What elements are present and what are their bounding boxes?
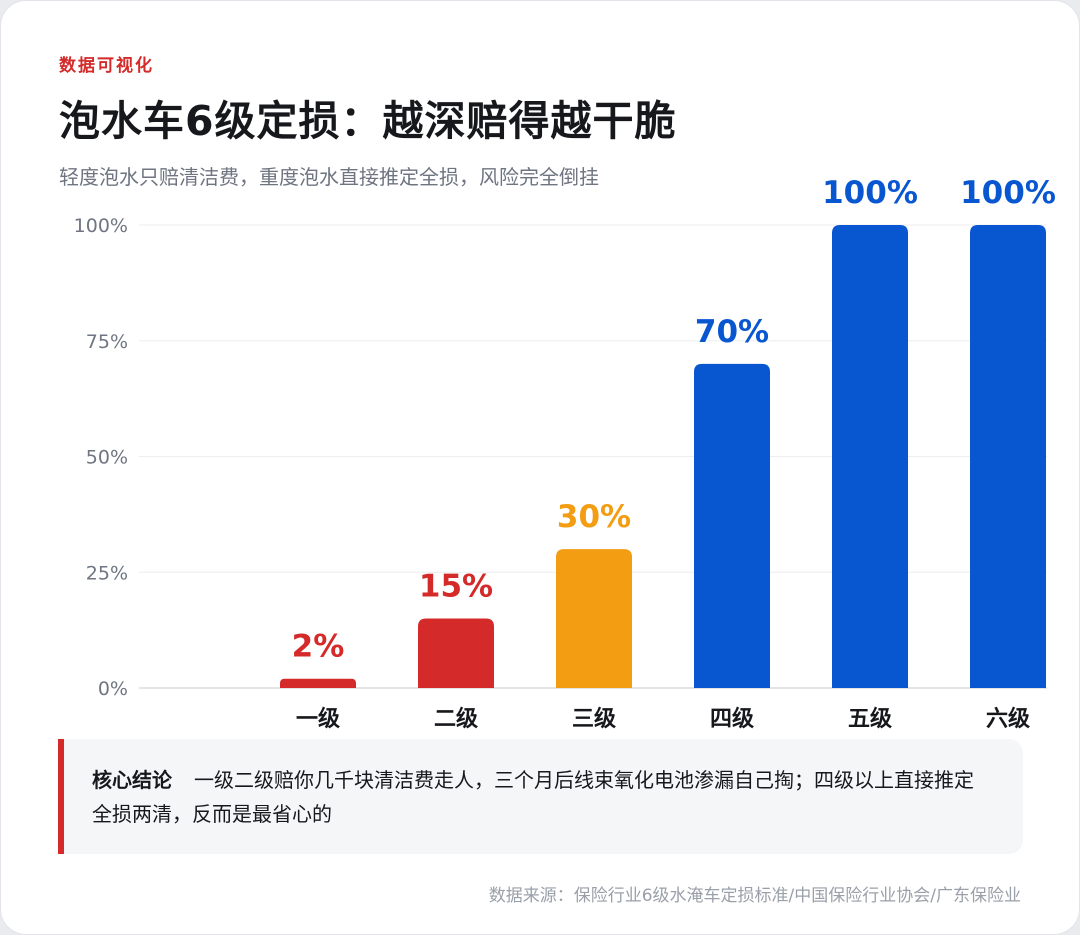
bar-chart: 0% 25% 50% 75% 100% 2% 一级 15% 二级 30% 三级 70% 四级 100% 五级… xyxy=(74,175,1056,732)
x-category-label: 一级 xyxy=(296,706,340,732)
bar xyxy=(970,225,1046,688)
data-source: 数据来源：保险行业6级水淹车定损标准/中国保险行业协会/广东保险业 xyxy=(488,886,1021,906)
bar xyxy=(556,549,632,688)
bar xyxy=(832,225,908,688)
bar xyxy=(418,618,494,688)
callout-accent-bar xyxy=(58,739,64,854)
y-tick-label: 100% xyxy=(74,215,128,237)
y-tick-label: 50% xyxy=(86,447,128,469)
callout-text: 核心结论 一级二级赔你几千块清洁费走人，三个月后线束氧化电池渗漏自己掏；四级以上直… xyxy=(92,763,992,831)
y-tick-label: 75% xyxy=(86,331,128,353)
x-category-label: 二级 xyxy=(434,706,478,732)
bar-value-label: 70% xyxy=(695,314,769,350)
bar-value-label: 15% xyxy=(419,569,493,605)
chart-subtitle: 轻度泡水只赔清洁费，重度泡水直接推定全损，风险完全倒挂 xyxy=(59,165,599,189)
eyebrow-label: 数据可视化 xyxy=(59,56,154,76)
bar-value-label: 100% xyxy=(822,175,918,211)
y-tick-label: 25% xyxy=(86,562,128,584)
x-category-label: 四级 xyxy=(710,706,754,732)
y-tick-label: 0% xyxy=(98,678,128,700)
bar xyxy=(694,363,770,688)
x-category-label: 三级 xyxy=(572,706,616,732)
bar-value-label: 30% xyxy=(557,499,631,535)
callout-heading: 核心结论 xyxy=(92,768,172,792)
callout-body: 一级二级赔你几千块清洁费走人，三个月后线束氧化电池渗漏自己掏；四级以上直接推定全… xyxy=(92,768,974,826)
bar xyxy=(280,678,356,688)
bar-value-label: 100% xyxy=(960,175,1056,211)
chart-title: 泡水车6级定损：越深赔得越干脆 xyxy=(59,97,677,145)
conclusion-callout: 核心结论 一级二级赔你几千块清洁费走人，三个月后线束氧化电池渗漏自己掏；四级以上直… xyxy=(58,739,1023,854)
x-category-label: 五级 xyxy=(848,706,892,732)
x-category-label: 六级 xyxy=(986,706,1030,732)
bar-value-label: 2% xyxy=(292,629,345,665)
